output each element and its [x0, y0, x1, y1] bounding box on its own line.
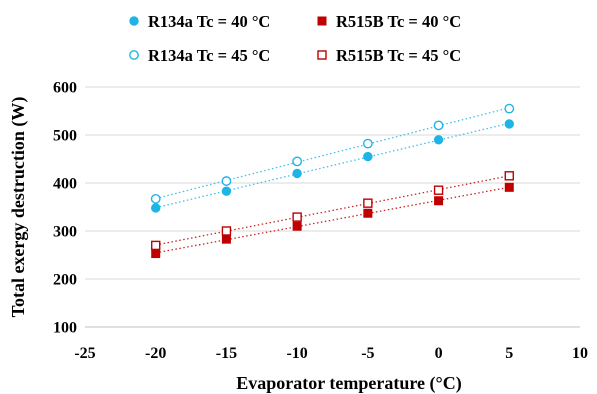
data-point — [363, 151, 373, 162]
x-tick-label: -20 — [145, 345, 166, 362]
tick-labels: 100 200 300 400 500 600 -25 -20 -15 -10 -5 0 5 10 — [53, 80, 588, 363]
x-tick-label: -15 — [216, 345, 237, 362]
data-point — [151, 249, 161, 259]
legend-label: R134a Tc = 45 °C — [148, 46, 270, 65]
y-tick-label: 100 — [53, 320, 77, 337]
x-tick-label: 5 — [505, 345, 513, 362]
x-tick-label: -5 — [361, 345, 374, 362]
y-tick-label: 500 — [53, 128, 77, 145]
data-point — [433, 120, 444, 131]
y-tick-label: 400 — [53, 176, 77, 193]
legend-marker — [129, 16, 139, 26]
data-point — [504, 103, 515, 114]
data-point — [362, 138, 373, 149]
data-point — [363, 208, 373, 218]
legend-marker — [317, 16, 327, 26]
x-tick-label: -10 — [286, 345, 307, 362]
legend: R134a Tc = 40 °C R515B Tc = 40 °C R134a Tc… — [129, 12, 461, 65]
data-point — [433, 135, 444, 145]
x-tick-label: 0 — [435, 345, 443, 362]
trendline-series-3 — [155, 175, 510, 246]
data-point — [150, 193, 161, 204]
data-point — [292, 168, 302, 179]
legend-label: R134a Tc = 40 °C — [148, 12, 270, 31]
gridlines — [85, 86, 580, 280]
x-axis-label: Evaporator temperature (°C) — [236, 373, 461, 394]
data-point — [433, 185, 444, 195]
legend-marker — [129, 50, 139, 60]
trendline-series-2 — [155, 107, 510, 200]
data-point — [221, 176, 232, 186]
trendlines — [155, 107, 510, 254]
y-tick-label: 300 — [53, 224, 77, 241]
data-point — [221, 186, 232, 196]
data-point — [504, 171, 514, 181]
x-tick-label: -25 — [74, 345, 95, 362]
x-tick-label: 10 — [572, 345, 588, 362]
data-points — [150, 103, 515, 259]
trendline-series-0 — [155, 122, 510, 209]
data-point — [292, 212, 302, 222]
trendline-series-1 — [155, 186, 510, 254]
data-point — [221, 226, 232, 236]
y-tick-label: 600 — [53, 80, 77, 97]
data-point — [434, 196, 444, 206]
data-point — [504, 119, 514, 129]
data-point — [292, 221, 302, 231]
data-point — [363, 198, 373, 208]
y-tick-label: 200 — [53, 272, 77, 289]
legend-marker — [317, 50, 327, 60]
data-point — [151, 240, 161, 251]
data-point — [221, 234, 231, 244]
y-axis-label: Total exergy destruction (W) — [8, 97, 29, 318]
data-point — [504, 182, 514, 192]
data-point — [151, 203, 161, 213]
legend-label: R515B Tc = 45 °C — [336, 46, 461, 65]
data-point — [292, 156, 303, 167]
legend-label: R515B Tc = 40 °C — [336, 12, 461, 31]
